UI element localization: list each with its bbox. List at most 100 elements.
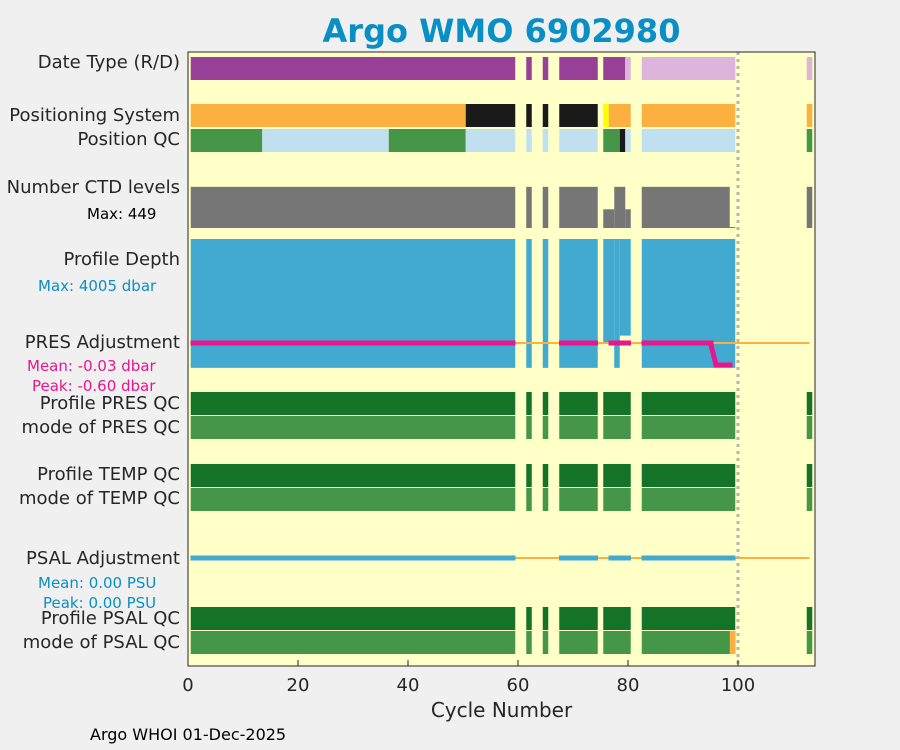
position-qc-bar xyxy=(559,129,598,152)
profile-depth-bar xyxy=(603,239,615,343)
position-qc-bar xyxy=(465,129,516,152)
x-tick-label: 40 xyxy=(396,675,420,696)
positioning-bar xyxy=(542,104,549,127)
profile-psal-qc-bar xyxy=(603,607,631,630)
positioning-bar xyxy=(641,104,736,127)
profile-depth-bar xyxy=(526,239,532,368)
profile-temp-qc-bar xyxy=(190,464,516,487)
position-qc-bar xyxy=(603,129,620,152)
profile-temp-qc-bar xyxy=(542,464,549,487)
profile-depth-bar xyxy=(559,239,598,368)
mode-psal-qc-bar xyxy=(526,631,532,654)
mode-pres-qc-bar xyxy=(559,416,598,439)
position-qc-bar xyxy=(526,129,532,152)
profile-depth-bar xyxy=(190,239,516,368)
profile-depth-bar xyxy=(542,239,549,368)
mode-psal-qc-bar xyxy=(559,631,598,654)
position-qc-bar xyxy=(388,129,466,152)
positioning-bar xyxy=(559,104,598,127)
profile-pres-qc-bar xyxy=(190,392,516,415)
position-qc-bar xyxy=(806,129,813,152)
label-mode-temp-qc: mode of TEMP QC xyxy=(18,488,180,509)
positioning-bar xyxy=(806,104,813,127)
profile-psal-qc-bar xyxy=(559,607,598,630)
plot-frame xyxy=(187,51,816,667)
position-qc-bar xyxy=(262,129,389,152)
profile-pres-qc-bar xyxy=(806,392,813,415)
positioning-bar xyxy=(526,104,532,127)
depth-max: Max: 4005 dbar xyxy=(38,277,157,295)
x-axis-label: Cycle Number xyxy=(430,698,573,722)
mode-pres-qc-bar xyxy=(542,416,549,439)
mode-temp-qc-bar xyxy=(559,488,598,511)
position-qc-bar xyxy=(619,129,626,152)
label-profile-psal-qc: Profile PSAL QC xyxy=(40,608,180,629)
date-type-bar xyxy=(559,57,598,80)
mode-psal-qc-bar xyxy=(806,631,813,654)
profile-depth-bar xyxy=(641,239,736,368)
label-mode-pres-qc: mode of PRES QC xyxy=(21,417,180,438)
profile-psal-qc-bar xyxy=(526,607,532,630)
mode-psal-qc-bar xyxy=(190,631,516,654)
pres-adjustment-tail xyxy=(644,340,733,368)
x-tick-label: 60 xyxy=(506,675,530,696)
profile-temp-qc-bar xyxy=(806,464,813,487)
position-qc-bar xyxy=(625,129,631,152)
x-tick-label: 100 xyxy=(720,675,756,696)
mode-temp-qc-bar xyxy=(806,488,813,511)
profile-pres-qc-bar xyxy=(603,392,631,415)
positioning-bar xyxy=(603,104,609,127)
date-type-bar xyxy=(526,57,532,80)
profile-depth-bar xyxy=(614,239,620,368)
mode-psal-qc-bar xyxy=(542,631,549,654)
profile-psal-qc-bar xyxy=(806,607,813,630)
mode-pres-qc-bar xyxy=(806,416,813,439)
position-qc-bar xyxy=(190,129,263,152)
label-position-qc: Position QC xyxy=(77,129,180,150)
ctd-levels-bar xyxy=(603,209,615,228)
position-qc-bar xyxy=(641,129,736,152)
profile-temp-qc-bar xyxy=(603,464,631,487)
profile-temp-qc-bar xyxy=(526,464,532,487)
positioning-bar xyxy=(608,104,631,127)
profile-pres-qc-bar xyxy=(559,392,598,415)
label-pres-adjustment: PRES Adjustment xyxy=(24,332,180,353)
label-mode-psal-qc: mode of PSAL QC xyxy=(22,632,180,653)
mode-temp-qc-bar xyxy=(641,488,736,511)
label-date-type: Date Type (R/D) xyxy=(37,52,180,73)
x-tick-label: 80 xyxy=(616,675,640,696)
profile-psal-qc-bar xyxy=(542,607,549,630)
mode-psal-qc-questionable xyxy=(729,631,736,654)
ctd-levels-bar xyxy=(806,186,813,228)
ctd-levels-bar xyxy=(625,209,631,228)
mode-psal-qc-bar xyxy=(641,631,736,654)
positioning-bar xyxy=(190,104,466,127)
ctd-max: Max: 449 xyxy=(87,205,157,223)
ctd-levels-bar xyxy=(614,186,626,228)
pres-peak: Peak: -0.60 dbar xyxy=(32,377,156,395)
label-profile-depth: Profile Depth xyxy=(63,249,180,270)
profile-temp-qc-bar xyxy=(641,464,736,487)
label-positioning-system: Positioning System xyxy=(9,105,180,126)
mode-pres-qc-bar xyxy=(641,416,736,439)
x-tick-label: 0 xyxy=(182,675,194,696)
mode-temp-qc-bar xyxy=(526,488,532,511)
mode-temp-qc-bar xyxy=(190,488,516,511)
mode-pres-qc-bar xyxy=(526,416,532,439)
profile-pres-qc-bar xyxy=(542,392,549,415)
profile-pres-qc-bar xyxy=(526,392,532,415)
date-type-bar xyxy=(806,57,813,80)
profile-psal-qc-bar xyxy=(190,607,516,630)
positioning-bar xyxy=(465,104,516,127)
profile-pres-qc-bar xyxy=(641,392,736,415)
label-profile-pres-qc: Profile PRES QC xyxy=(39,393,180,414)
label-profile-temp-qc: Profile TEMP QC xyxy=(37,464,180,485)
mode-pres-qc-bar xyxy=(603,416,631,439)
date-type-bar xyxy=(190,57,516,80)
ctd-levels-bar xyxy=(729,227,736,228)
psal-mean: Mean: 0.00 PSU xyxy=(38,574,157,592)
date-type-bar xyxy=(625,57,631,80)
position-qc-bar xyxy=(542,129,549,152)
profile-temp-qc-bar xyxy=(559,464,598,487)
